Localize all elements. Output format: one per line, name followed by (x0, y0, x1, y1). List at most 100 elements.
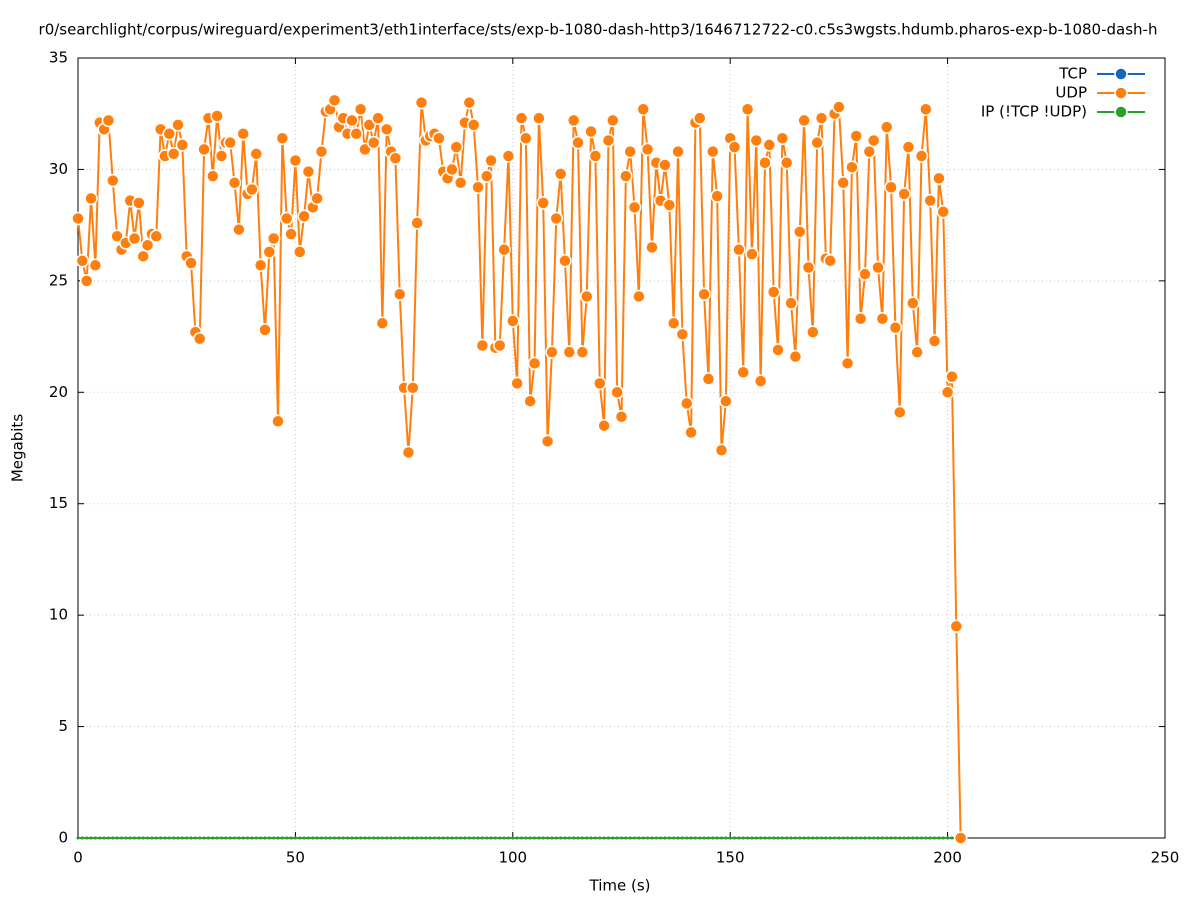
data-point (623, 144, 637, 159)
data-point (523, 394, 537, 408)
data-point (928, 836, 932, 840)
data-point (727, 140, 742, 154)
data-point (663, 836, 667, 840)
data-point (197, 142, 211, 157)
data-point (171, 118, 185, 132)
data-point (215, 836, 219, 840)
data-point (815, 836, 819, 840)
data-point (80, 836, 84, 840)
data-point (315, 836, 319, 840)
data-point (637, 836, 641, 840)
data-point (606, 113, 620, 128)
data-point (559, 836, 563, 840)
data-point (902, 836, 906, 840)
data-point (858, 267, 872, 281)
data-point (585, 836, 589, 840)
data-point (515, 836, 519, 840)
data-point (415, 836, 419, 840)
data-point (854, 836, 858, 840)
data-point (885, 836, 889, 840)
data-point (527, 356, 542, 371)
data-point (358, 142, 372, 157)
data-point (493, 836, 497, 840)
data-point (654, 836, 658, 840)
data-point (693, 111, 707, 125)
data-point (202, 836, 206, 840)
data-point (349, 127, 364, 141)
data-point (862, 144, 877, 159)
data-point (115, 836, 119, 840)
data-point (137, 836, 141, 840)
data-point (537, 836, 541, 840)
data-point (797, 113, 811, 128)
data-point (689, 836, 693, 840)
data-point (911, 836, 915, 840)
y-tick-label: 15 (49, 494, 68, 512)
data-point (246, 836, 250, 840)
data-point (710, 189, 724, 203)
data-point (675, 327, 690, 342)
data-point (267, 836, 271, 840)
data-point (575, 345, 590, 359)
data-point (879, 120, 894, 134)
data-point (685, 836, 689, 840)
data-point (567, 836, 571, 840)
x-tick-label: 0 (73, 849, 83, 867)
data-point (284, 227, 298, 241)
data-point (311, 836, 315, 840)
data-point (736, 365, 750, 379)
data-point (489, 836, 493, 840)
data-point (232, 222, 246, 237)
data-point (645, 240, 659, 255)
data-point (562, 345, 577, 359)
data-point (606, 836, 610, 840)
data-point (833, 836, 837, 840)
data-point (102, 836, 106, 840)
data-point (275, 131, 290, 145)
data-point (289, 836, 293, 840)
data-point (793, 225, 807, 239)
data-point (659, 836, 663, 840)
data-point (288, 153, 303, 168)
data-point (398, 836, 402, 840)
data-point (306, 836, 310, 840)
data-point (180, 836, 184, 840)
data-point (528, 836, 532, 840)
data-point (640, 142, 655, 157)
data-point (798, 836, 802, 840)
data-point (715, 836, 719, 840)
data-point (192, 332, 207, 346)
data-point (198, 836, 202, 840)
data-point (463, 836, 467, 840)
data-point (271, 414, 285, 429)
data-point (214, 149, 229, 163)
data-point (754, 836, 758, 840)
data-point (719, 394, 733, 408)
data-point (784, 296, 798, 310)
data-point (89, 836, 93, 840)
data-point (149, 229, 164, 244)
data-point (297, 209, 311, 223)
data-point (576, 836, 580, 840)
data-point (810, 135, 824, 150)
data-point (219, 836, 223, 840)
data-point (762, 138, 777, 152)
data-point (106, 173, 120, 188)
data-point (449, 140, 464, 154)
data-point (662, 198, 677, 212)
data-point (146, 836, 150, 840)
data-point (589, 836, 593, 840)
data-point (249, 147, 264, 161)
data-point (366, 135, 381, 150)
data-point (493, 338, 507, 353)
data-point (572, 836, 576, 840)
data-point (775, 131, 790, 145)
data-point (776, 836, 780, 840)
data-point (419, 836, 423, 840)
data-point (93, 836, 97, 840)
data-point (650, 836, 654, 840)
data-point (814, 111, 829, 125)
data-point (184, 256, 198, 270)
data-point (454, 836, 458, 840)
data-point (298, 836, 302, 840)
